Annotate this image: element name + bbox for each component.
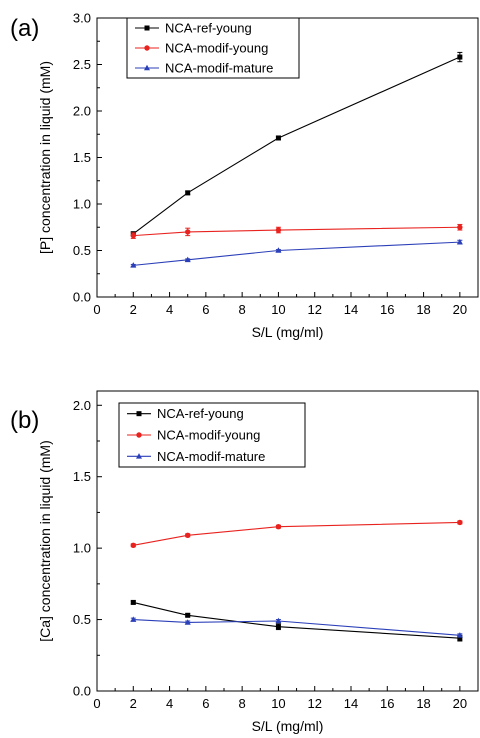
y-tick-label: 1.5 bbox=[73, 150, 91, 165]
legend-label: NCA-modif-young bbox=[165, 41, 268, 56]
x-axis-title: S/L (mg/ml) bbox=[252, 324, 324, 340]
x-tick-label: 4 bbox=[166, 302, 173, 317]
x-tick-label: 12 bbox=[307, 696, 321, 711]
chart-panel-b: (b) 0 2 4 6 8 10 12 14 16 18 20 0.0 0.5 1.0 1.5 2.0 S/L (… bbox=[10, 390, 479, 734]
x-tick-label: 4 bbox=[166, 696, 173, 711]
y-tick-label: 0.0 bbox=[73, 684, 91, 699]
plot-frame bbox=[96, 390, 479, 692]
series-line bbox=[132, 56, 461, 235]
legend: NCA-ref-young NCA-modif-young NCA-modif-ma… bbox=[126, 17, 300, 79]
data-point bbox=[184, 619, 191, 625]
x-tick-label: 8 bbox=[239, 696, 246, 711]
x-tick-label: 0 bbox=[93, 696, 100, 711]
x-tick-label: 2 bbox=[130, 696, 137, 711]
y-tick-label: 0.5 bbox=[73, 612, 91, 627]
y-tick-label: 1.0 bbox=[73, 197, 91, 212]
series-nca-modif-mature bbox=[130, 616, 463, 638]
x-tick-label: 6 bbox=[202, 696, 209, 711]
y-axis-title: [Ca] concentration in liquid (mM) bbox=[37, 440, 53, 642]
data-point bbox=[130, 616, 137, 622]
x-tick-label: 16 bbox=[380, 302, 394, 317]
data-point bbox=[457, 635, 463, 641]
data-point bbox=[184, 256, 191, 263]
series-line bbox=[133, 241, 460, 266]
data-point bbox=[275, 227, 282, 233]
series-nca-ref-young bbox=[130, 51, 463, 237]
x-tick-label: 18 bbox=[416, 302, 430, 317]
data-point bbox=[457, 54, 463, 60]
data-point bbox=[275, 135, 281, 141]
y-tick-label: 1.0 bbox=[73, 541, 91, 556]
data-point bbox=[275, 247, 282, 253]
x-tick-label: 10 bbox=[271, 302, 285, 317]
x-tick-label: 12 bbox=[307, 302, 321, 317]
series-line bbox=[133, 601, 460, 639]
data-point bbox=[185, 229, 191, 235]
legend-marker bbox=[144, 45, 150, 51]
y-tick-label: 0.5 bbox=[73, 243, 91, 258]
series-nca-ref-young bbox=[130, 599, 463, 642]
x-tick-label: 14 bbox=[344, 696, 358, 711]
data-point bbox=[130, 542, 136, 548]
x-axis-title: S/L (mg/ml) bbox=[252, 718, 324, 734]
series-nca-modif-young bbox=[130, 223, 463, 239]
series-nca-modif-mature bbox=[130, 238, 463, 268]
y-tick-label: 1.5 bbox=[73, 469, 91, 484]
series-line bbox=[133, 619, 460, 636]
panel-label: (b) bbox=[10, 407, 39, 434]
y-tick-label: 3.0 bbox=[73, 11, 91, 26]
data-point bbox=[275, 624, 281, 630]
x-tick-label: 16 bbox=[380, 696, 394, 711]
legend: NCA-ref-young NCA-modif-young NCA-modif-ma… bbox=[118, 402, 306, 468]
legend-marker bbox=[144, 64, 150, 71]
legend-marker bbox=[144, 25, 150, 31]
legend-marker bbox=[136, 432, 142, 438]
y-axis-title: [P] concentration in liquid (mM) bbox=[37, 61, 53, 254]
x-tick-label: 0 bbox=[93, 302, 100, 317]
data-point bbox=[130, 262, 137, 268]
legend-label: NCA-ref-young bbox=[165, 21, 252, 36]
data-point bbox=[185, 190, 191, 196]
data-point bbox=[457, 224, 463, 230]
x-tick-label: 8 bbox=[239, 302, 246, 317]
series-line bbox=[133, 226, 460, 237]
y-tick-label: 2.0 bbox=[73, 104, 91, 119]
x-tick-label: 2 bbox=[130, 302, 137, 317]
data-point bbox=[457, 519, 463, 526]
x-tick-label: 6 bbox=[202, 302, 209, 317]
data-point bbox=[456, 238, 463, 245]
y-tick-label: 2.5 bbox=[73, 57, 91, 72]
y-tick-label: 2.0 bbox=[73, 398, 91, 413]
x-tick-label: 20 bbox=[453, 302, 467, 317]
data-point bbox=[185, 532, 191, 538]
x-tick-label: 18 bbox=[416, 696, 430, 711]
x-tick-label: 14 bbox=[344, 302, 358, 317]
y-tick-label: 0.0 bbox=[73, 290, 91, 305]
legend-marker bbox=[136, 453, 142, 459]
legend-label: NCA-modif-mature bbox=[157, 449, 265, 464]
legend-label: NCA-modif-young bbox=[157, 428, 260, 443]
panel-label: (a) bbox=[10, 15, 39, 42]
data-point bbox=[130, 232, 136, 239]
data-point bbox=[130, 599, 136, 605]
data-point bbox=[185, 612, 191, 618]
legend-label: NCA-ref-young bbox=[157, 406, 244, 421]
legend-label: NCA-modif-mature bbox=[165, 61, 273, 76]
x-tick-label: 10 bbox=[271, 696, 285, 711]
series-line bbox=[133, 521, 460, 546]
data-point bbox=[456, 632, 463, 638]
series-nca-modif-young bbox=[130, 519, 463, 548]
legend-marker bbox=[136, 411, 142, 417]
chart-panel-a: (a) 0 2 4 6 8 10 12 14 16 18 20 0.0 0.5 1.0 1.5 2.0 2.5 3.… bbox=[10, 11, 479, 340]
data-point bbox=[275, 617, 282, 624]
x-tick-label: 20 bbox=[453, 696, 467, 711]
data-point bbox=[275, 524, 282, 530]
